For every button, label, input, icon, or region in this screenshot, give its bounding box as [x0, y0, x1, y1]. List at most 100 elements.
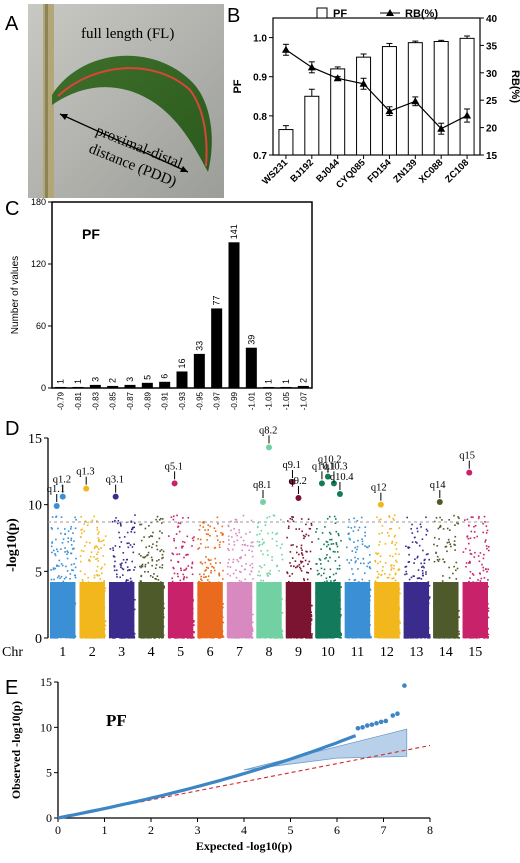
snp-point — [441, 580, 444, 582]
qtl-label: q1.3 — [76, 467, 94, 478]
snp-point — [122, 568, 125, 571]
y-right-tick-label: 35 — [486, 41, 498, 52]
snp-point — [479, 552, 482, 554]
chromosome-label: 9 — [295, 645, 302, 660]
snp-point — [102, 555, 104, 557]
snp-point-mass — [226, 582, 253, 638]
snp-point — [160, 549, 163, 551]
snp-point — [457, 516, 459, 518]
snp-point — [487, 585, 489, 588]
snp-point — [155, 544, 158, 547]
snp-point — [236, 539, 239, 542]
snp-point — [116, 569, 118, 572]
snp-point — [214, 557, 217, 560]
snp-point — [406, 516, 408, 519]
x-tick-label: ZC108 — [443, 157, 471, 185]
snp-point — [414, 558, 416, 560]
snp-point — [365, 546, 368, 548]
snp-point — [420, 578, 423, 580]
snp-point — [422, 565, 424, 568]
snp-point — [130, 531, 133, 533]
snp-point — [80, 536, 82, 538]
snp-point — [316, 528, 318, 530]
bar — [263, 386, 275, 388]
snp-point — [202, 526, 205, 528]
snp-point — [201, 521, 204, 524]
snp-point — [305, 550, 307, 553]
snp-point — [218, 572, 220, 575]
snp-point — [249, 573, 251, 576]
snp-point — [258, 533, 261, 535]
snp-point — [411, 532, 414, 534]
snp-point — [56, 548, 58, 551]
snp-point — [252, 545, 254, 548]
snp-point — [378, 519, 381, 521]
snp-point — [399, 622, 401, 624]
snp-point — [420, 562, 422, 565]
snp-point — [171, 552, 174, 555]
snp-point — [323, 581, 326, 583]
pf-bar — [304, 95, 320, 156]
snp-point — [316, 569, 319, 572]
snp-point — [97, 560, 100, 562]
snp-point — [458, 616, 460, 618]
snp-point — [213, 527, 216, 529]
snp-point — [74, 516, 76, 519]
snp-point — [151, 535, 154, 538]
snp-point-mass — [433, 582, 459, 638]
snp-point — [310, 522, 313, 525]
snp-point — [173, 567, 175, 570]
snp-point — [287, 520, 289, 522]
snp-point — [112, 555, 115, 558]
snp-point — [436, 555, 439, 558]
snp-point — [121, 562, 123, 564]
snp-point — [356, 548, 358, 551]
snp-point — [199, 573, 201, 576]
snp-point — [353, 541, 355, 543]
data-label: 3 — [90, 377, 100, 382]
x-tick-label: 0.83-0.85 — [109, 391, 118, 410]
snp-point — [91, 519, 94, 522]
snp-point — [333, 580, 335, 582]
snp-point — [183, 577, 185, 580]
snp-point — [198, 529, 201, 531]
snp-point — [197, 538, 199, 540]
snp-point — [465, 562, 468, 564]
snp-point — [206, 539, 208, 541]
snp-point — [476, 535, 478, 538]
qtl-label: q10.3 — [324, 461, 348, 472]
x-axis-label: Expected -log10(p) — [196, 839, 292, 853]
snp-point — [381, 569, 384, 572]
snp-point — [203, 522, 205, 524]
snp-point — [176, 553, 178, 556]
snp-point — [236, 534, 238, 537]
snp-point — [391, 577, 393, 580]
snp-point — [262, 553, 264, 556]
x-tick-label: BJ192 — [288, 157, 316, 185]
snp-point — [50, 545, 53, 548]
snp-point — [433, 536, 436, 539]
snp-point — [242, 539, 245, 542]
x-tick-label: 0.89-0.91 — [161, 391, 170, 410]
snp-point — [69, 573, 72, 575]
snp-point — [71, 548, 74, 550]
snp-point — [487, 568, 489, 571]
qtl-label: q9.1 — [282, 460, 300, 471]
snp-point — [458, 517, 460, 520]
panel-d: D 0 5 10 15 -log10(p) 1 2 3 4 5 6 7 8 9 10 11 12 13 14 15 Ch… — [0, 410, 520, 670]
snp-point — [423, 559, 426, 562]
snp-point — [101, 540, 103, 542]
snp-point — [128, 569, 131, 571]
snp-point — [80, 560, 82, 563]
snp-point — [115, 517, 117, 519]
snp-point — [256, 534, 258, 536]
snp-point — [172, 553, 175, 556]
x-tick-label: 0.77-0.79 — [57, 391, 66, 410]
x-tick-label: 1 — [102, 823, 108, 837]
snp-point — [326, 545, 328, 548]
chromosome-label: 13 — [409, 645, 423, 660]
snp-point — [57, 527, 59, 530]
snp-point — [271, 538, 274, 540]
snp-point — [466, 518, 469, 521]
legend-rb-marker — [386, 9, 394, 16]
